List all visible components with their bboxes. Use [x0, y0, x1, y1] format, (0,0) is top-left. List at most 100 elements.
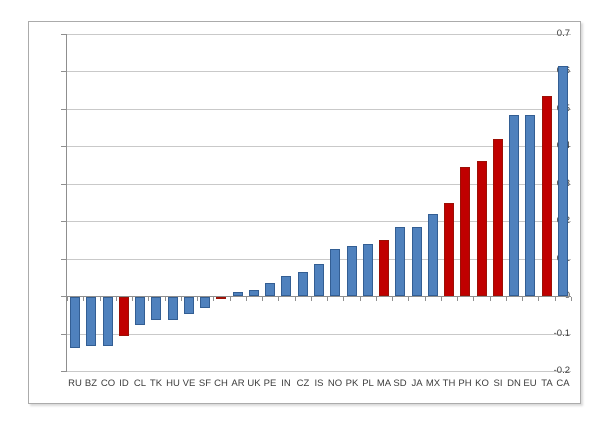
bar-TK	[151, 297, 161, 320]
y-tick	[61, 109, 66, 110]
bar-DN	[509, 115, 519, 296]
x-axis-label-BZ: BZ	[84, 378, 98, 389]
bar-IN	[281, 276, 291, 296]
bar-CH	[216, 297, 226, 299]
gridline-0.2	[67, 221, 571, 222]
bar-JA	[412, 227, 422, 296]
bar-AR	[233, 292, 243, 296]
x-axis-label-PE: PE	[263, 378, 277, 389]
gridline-0.1	[67, 259, 571, 260]
bar-VE	[184, 297, 194, 314]
y-tick	[61, 296, 66, 297]
x-tick	[100, 297, 101, 301]
bar-PL	[363, 244, 373, 296]
gridline--0.1	[67, 334, 571, 335]
x-axis-label-RU: RU	[68, 378, 82, 389]
x-tick	[522, 297, 523, 301]
y-tick	[61, 371, 66, 372]
x-axis-label-PH: PH	[458, 378, 472, 389]
x-axis-label-UK: UK	[247, 378, 261, 389]
bar-EU	[525, 115, 535, 296]
bar-TA	[542, 96, 552, 296]
x-tick	[538, 297, 539, 301]
y-axis-label: -0.1	[553, 328, 570, 339]
x-tick	[425, 297, 426, 301]
y-tick	[61, 259, 66, 260]
x-axis-label-DN: DN	[507, 378, 521, 389]
x-tick	[555, 297, 556, 301]
bar-PK	[347, 246, 357, 296]
x-axis-label-CA: CA	[556, 378, 570, 389]
x-tick	[83, 297, 84, 301]
bar-CA	[558, 66, 568, 296]
x-tick	[473, 297, 474, 301]
x-tick	[360, 297, 361, 301]
gridline-0.4	[67, 146, 571, 147]
x-axis-label-PL: PL	[362, 378, 374, 389]
x-axis-label-MA: MA	[376, 378, 392, 389]
x-tick	[262, 297, 263, 301]
zero-axis-line	[67, 296, 571, 297]
bar-RU	[70, 297, 80, 348]
x-axis-label-SD: SD	[393, 378, 407, 389]
x-tick	[441, 297, 442, 301]
x-axis-label-CH: CH	[214, 378, 228, 389]
plot-area	[61, 34, 572, 372]
x-axis-label-AR: AR	[231, 378, 245, 389]
x-tick	[457, 297, 458, 301]
bar-MA	[379, 240, 389, 296]
x-axis-label-NO: NO	[327, 378, 343, 389]
bar-TH	[444, 203, 454, 297]
y-tick	[61, 34, 66, 35]
x-axis-label-PK: PK	[345, 378, 359, 389]
bar-IS	[314, 264, 324, 296]
x-axis-label-KO: KO	[475, 378, 489, 389]
y-axis-label: -0.2	[553, 365, 570, 376]
x-axis-label-ID: ID	[119, 378, 129, 389]
x-tick	[490, 297, 491, 301]
x-tick	[230, 297, 231, 301]
x-tick	[213, 297, 214, 301]
x-tick	[67, 297, 68, 301]
gridline-0.3	[67, 184, 571, 185]
bar-KO	[477, 161, 487, 296]
bar-SF	[200, 297, 210, 308]
x-axis-label-TH: TH	[442, 378, 456, 389]
bar-CL	[135, 297, 145, 325]
x-axis-label-IS: IS	[314, 378, 324, 389]
x-axis-label-VE: VE	[182, 378, 196, 389]
bar-MX	[428, 214, 438, 296]
y-tick	[61, 184, 66, 185]
x-tick	[311, 297, 312, 301]
x-axis-label-SF: SF	[198, 378, 212, 389]
bar-PH	[460, 167, 470, 296]
y-tick	[61, 334, 66, 335]
x-tick	[246, 297, 247, 301]
gridline-0.7	[67, 34, 571, 35]
x-tick	[165, 297, 166, 301]
x-tick	[376, 297, 377, 301]
x-tick	[343, 297, 344, 301]
x-tick	[132, 297, 133, 301]
bar-HU	[168, 297, 178, 320]
x-axis-label-MX: MX	[425, 378, 441, 389]
bar-BZ	[86, 297, 96, 346]
gridline--0.2	[67, 371, 571, 372]
x-axis-label-JA: JA	[411, 378, 423, 389]
y-tick	[61, 221, 66, 222]
y-tick	[61, 71, 66, 72]
x-axis-label-HU: HU	[166, 378, 180, 389]
x-axis-label-EU: EU	[523, 378, 537, 389]
bar-SI	[493, 139, 503, 296]
x-axis-label-CO: CO	[100, 378, 116, 389]
bar-SD	[395, 227, 405, 296]
x-axis-label-CL: CL	[133, 378, 147, 389]
x-tick	[408, 297, 409, 301]
bar-CO	[103, 297, 113, 346]
y-tick	[61, 146, 66, 147]
bar-CZ	[298, 272, 308, 296]
x-tick	[116, 297, 117, 301]
chart-frame: 0.70.60.50.40.30.20.10-0.1-0.2 RUBZCOIDC…	[28, 21, 581, 404]
x-tick	[148, 297, 149, 301]
